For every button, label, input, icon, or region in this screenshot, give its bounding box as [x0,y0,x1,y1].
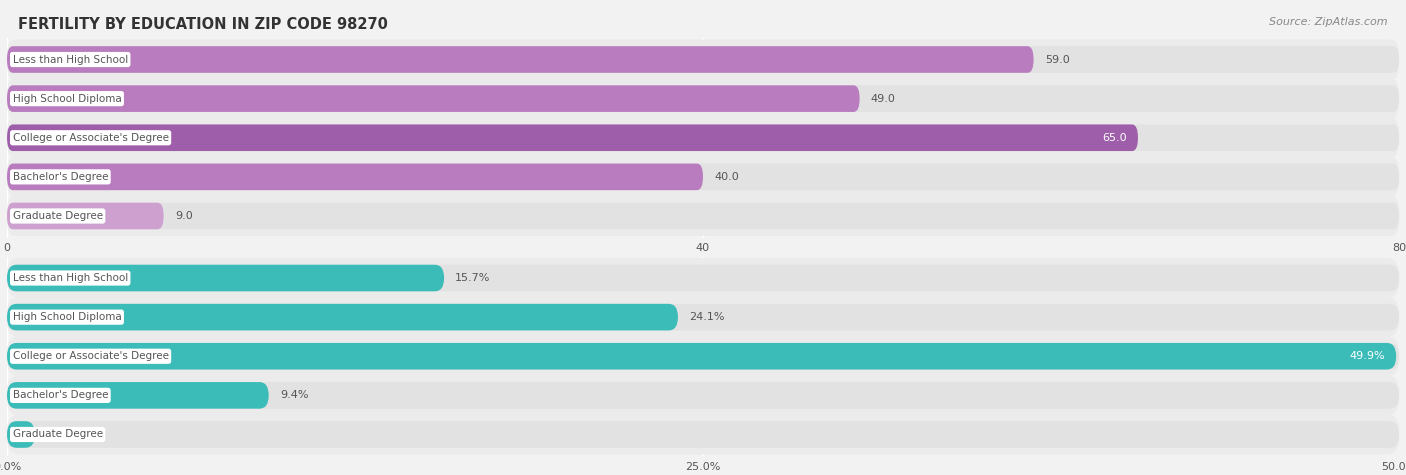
Text: College or Associate's Degree: College or Associate's Degree [13,133,169,143]
FancyBboxPatch shape [7,46,1399,73]
Text: Less than High School: Less than High School [13,273,128,283]
Text: 59.0: 59.0 [1045,55,1070,65]
FancyBboxPatch shape [7,304,1399,331]
FancyBboxPatch shape [7,343,1396,370]
Text: High School Diploma: High School Diploma [13,312,121,322]
Text: 65.0: 65.0 [1102,133,1126,143]
Text: 15.7%: 15.7% [456,273,491,283]
FancyBboxPatch shape [7,265,1399,291]
FancyBboxPatch shape [7,421,1399,448]
FancyBboxPatch shape [7,163,703,190]
FancyBboxPatch shape [7,421,35,448]
FancyBboxPatch shape [7,86,1399,112]
FancyBboxPatch shape [7,343,1399,370]
Text: FERTILITY BY EDUCATION IN ZIP CODE 98270: FERTILITY BY EDUCATION IN ZIP CODE 98270 [18,17,388,32]
FancyBboxPatch shape [7,415,1399,455]
FancyBboxPatch shape [7,86,859,112]
FancyBboxPatch shape [7,336,1399,376]
FancyBboxPatch shape [7,382,269,408]
FancyBboxPatch shape [7,124,1137,151]
FancyBboxPatch shape [7,79,1399,119]
Text: Graduate Degree: Graduate Degree [13,429,103,439]
FancyBboxPatch shape [7,46,1033,73]
Text: Source: ZipAtlas.com: Source: ZipAtlas.com [1270,17,1388,27]
Text: 49.9%: 49.9% [1350,351,1385,361]
Text: Bachelor's Degree: Bachelor's Degree [13,390,108,400]
FancyBboxPatch shape [7,118,1399,158]
Text: Graduate Degree: Graduate Degree [13,211,103,221]
FancyBboxPatch shape [7,297,1399,337]
FancyBboxPatch shape [7,157,1399,197]
FancyBboxPatch shape [7,304,678,331]
Text: 24.1%: 24.1% [689,312,724,322]
Text: Bachelor's Degree: Bachelor's Degree [13,172,108,182]
FancyBboxPatch shape [7,382,1399,408]
Text: 9.4%: 9.4% [280,390,308,400]
Text: College or Associate's Degree: College or Associate's Degree [13,351,169,361]
FancyBboxPatch shape [7,124,1399,151]
FancyBboxPatch shape [7,203,163,229]
FancyBboxPatch shape [7,163,1399,190]
FancyBboxPatch shape [7,375,1399,415]
FancyBboxPatch shape [7,265,444,291]
FancyBboxPatch shape [7,196,1399,236]
FancyBboxPatch shape [7,258,1399,298]
FancyBboxPatch shape [7,39,1399,79]
Text: 49.0: 49.0 [870,94,896,104]
Text: 9.0: 9.0 [174,211,193,221]
Text: 1.0%: 1.0% [46,429,75,439]
Text: 40.0: 40.0 [714,172,740,182]
Text: High School Diploma: High School Diploma [13,94,121,104]
Text: Less than High School: Less than High School [13,55,128,65]
FancyBboxPatch shape [7,203,1399,229]
